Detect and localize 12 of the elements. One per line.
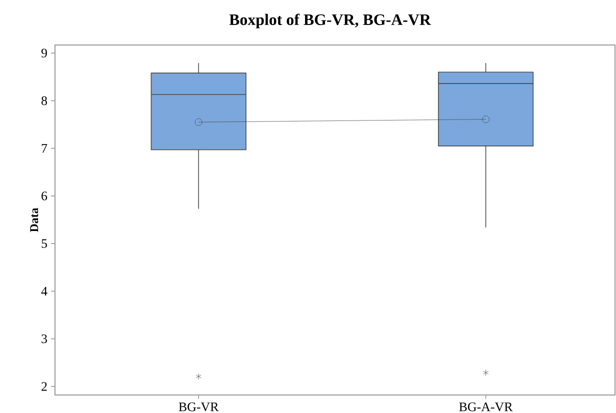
y-tick-label: 4: [41, 286, 48, 296]
chart-title: Boxplot of BG-VR, BG-A-VR: [229, 14, 432, 28]
y-axis-title: Data: [30, 208, 38, 232]
y-tick-label: 8: [42, 96, 47, 106]
y-tick-label: 2: [42, 382, 47, 391]
y-tick-label: 7: [42, 144, 48, 153]
y-tick-label: 9: [41, 48, 47, 58]
y-tick-label: 5: [42, 239, 47, 248]
y-tick-label: 3: [42, 334, 47, 344]
x-tick-label: BG-A-VR: [459, 402, 513, 412]
y-tick-label: 6: [42, 192, 48, 200]
x-tick-label: BG-VR: [178, 402, 219, 412]
